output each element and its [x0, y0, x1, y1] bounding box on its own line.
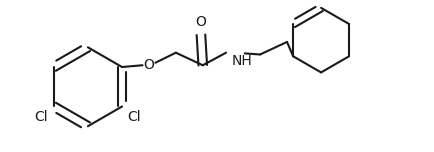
Text: O: O [196, 15, 207, 29]
Text: Cl: Cl [35, 110, 48, 124]
Text: Cl: Cl [128, 110, 141, 124]
Text: NH: NH [231, 54, 252, 69]
Text: O: O [144, 58, 155, 72]
